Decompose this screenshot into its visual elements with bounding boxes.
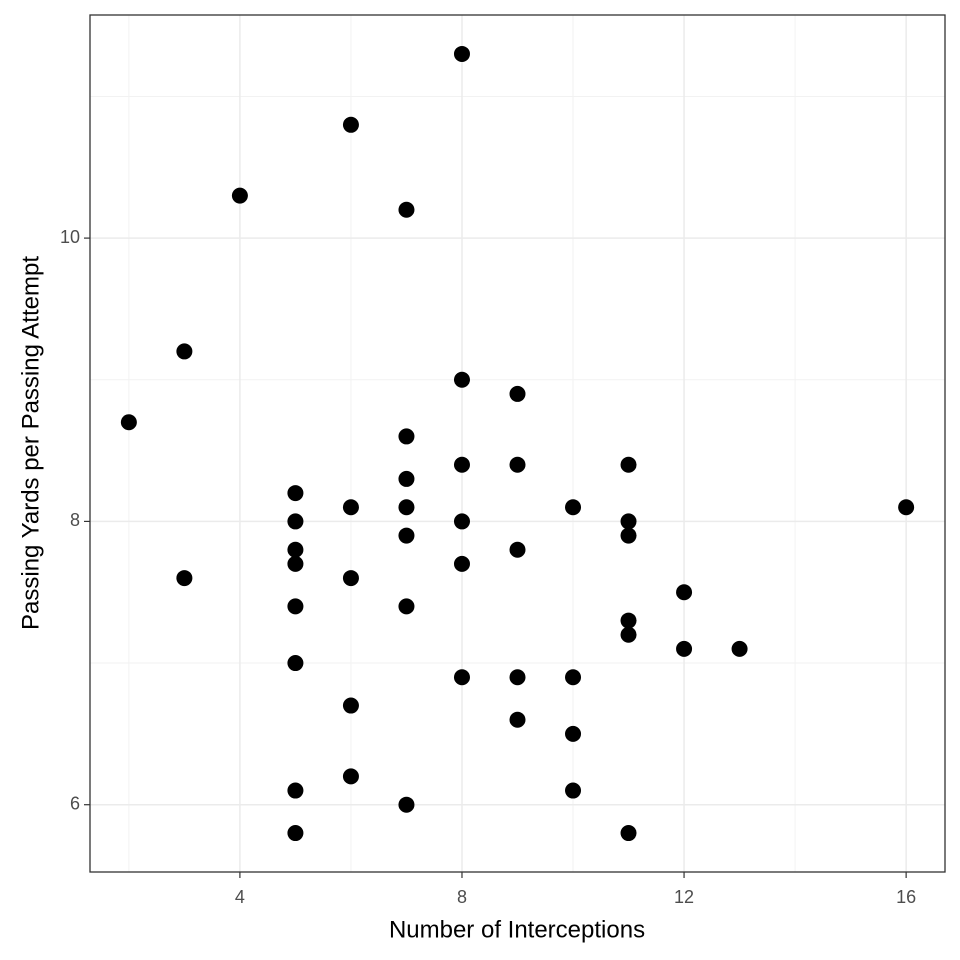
- point: [453, 371, 470, 388]
- point: [398, 428, 415, 445]
- point: [509, 711, 526, 728]
- point: [231, 187, 248, 204]
- point: [342, 499, 359, 516]
- point: [509, 385, 526, 402]
- point: [287, 655, 304, 672]
- x-axis-title: Number of Interceptions: [389, 916, 645, 943]
- point: [287, 555, 304, 572]
- x-tick-label: 12: [674, 887, 694, 907]
- point: [287, 782, 304, 799]
- point: [120, 414, 137, 431]
- y-tick-label: 8: [70, 510, 80, 530]
- point: [898, 499, 915, 516]
- point: [620, 527, 637, 544]
- point: [453, 669, 470, 686]
- point: [453, 555, 470, 572]
- point: [620, 513, 637, 530]
- point: [398, 201, 415, 218]
- point: [453, 513, 470, 530]
- point: [620, 456, 637, 473]
- x-tick-label: 4: [235, 887, 245, 907]
- point: [287, 485, 304, 502]
- point: [342, 768, 359, 785]
- point: [620, 825, 637, 842]
- point: [509, 541, 526, 558]
- point: [176, 570, 193, 587]
- y-tick-label: 10: [60, 227, 80, 247]
- x-tick-label: 8: [457, 887, 467, 907]
- point: [565, 499, 582, 516]
- panel-border: [89, 14, 946, 873]
- point: [565, 782, 582, 799]
- point: [287, 513, 304, 530]
- point: [453, 45, 470, 62]
- point: [620, 612, 637, 629]
- point: [398, 598, 415, 615]
- point: [398, 527, 415, 544]
- point: [342, 116, 359, 133]
- point: [453, 456, 470, 473]
- point: [287, 825, 304, 842]
- point: [676, 584, 693, 601]
- point: [398, 499, 415, 516]
- point: [565, 725, 582, 742]
- point: [620, 626, 637, 643]
- point: [342, 697, 359, 714]
- x-tick-label: 16: [896, 887, 916, 907]
- point: [287, 598, 304, 615]
- point: [509, 456, 526, 473]
- point: [398, 470, 415, 487]
- y-tick-label: 6: [70, 793, 80, 813]
- point: [176, 343, 193, 360]
- point: [731, 640, 748, 657]
- point: [342, 570, 359, 587]
- point: [676, 640, 693, 657]
- point: [287, 541, 304, 558]
- point: [398, 796, 415, 813]
- point: [565, 669, 582, 686]
- y-axis-title: Passing Yards per Passing Attempt: [17, 256, 44, 630]
- point: [509, 669, 526, 686]
